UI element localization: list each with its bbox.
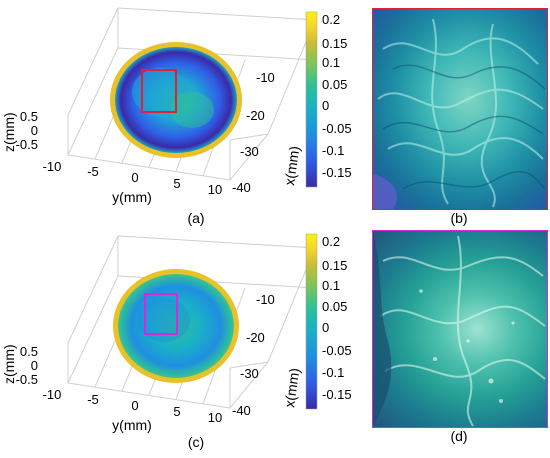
colorbar-c	[305, 233, 318, 410]
svg-text:0.1: 0.1	[322, 278, 340, 293]
svg-text:0.2: 0.2	[322, 12, 340, 27]
svg-text:-40: -40	[232, 403, 251, 418]
svg-text:0.15: 0.15	[322, 258, 347, 273]
svg-text:0: 0	[31, 123, 38, 138]
svg-text:-10: -10	[256, 70, 275, 85]
y-ticks-c: -10 -5 0 5 10	[43, 387, 223, 425]
svg-text:-0.5: -0.5	[16, 372, 38, 387]
z-axis-label-c: z(mm)	[1, 344, 17, 384]
svg-text:-10: -10	[43, 159, 62, 174]
svg-text:-0.1: -0.1	[322, 143, 344, 158]
svg-text:-0.15: -0.15	[322, 165, 352, 180]
svg-text:-0.05: -0.05	[322, 343, 352, 358]
svg-text:10: 10	[208, 410, 222, 425]
svg-text:0: 0	[131, 398, 138, 413]
svg-text:5: 5	[173, 404, 180, 419]
surface-plot-a: 0.5 0 -0.5 z(mm) -10 -5 0 5 10 y(mm) -10…	[1, 7, 352, 205]
svg-text:-30: -30	[240, 366, 259, 381]
highlight-box-c	[144, 293, 178, 335]
svg-text:5: 5	[173, 176, 180, 191]
svg-text:0.5: 0.5	[20, 344, 38, 359]
z-ticks-c: 0.5 0 -0.5	[16, 344, 38, 387]
svg-text:0.05: 0.05	[322, 299, 347, 314]
surface-plot-c: 0.5 0 -0.5 z(mm) -10 -5 0 5 10 y(mm) -10…	[1, 233, 352, 433]
caption-d: (d)	[450, 428, 468, 444]
caption-b: (b)	[450, 210, 468, 226]
y-ticks-a: -10 -5 0 5 10	[43, 159, 223, 197]
highlight-box-a	[141, 69, 177, 113]
svg-text:10: 10	[208, 182, 222, 197]
svg-text:0: 0	[31, 358, 38, 373]
svg-text:-20: -20	[246, 330, 265, 345]
caption-c: (c)	[187, 434, 205, 450]
zoom-texture-b	[373, 18, 546, 209]
svg-text:-10: -10	[43, 387, 62, 402]
zoom-view-d	[372, 230, 548, 428]
z-ticks-a: 0.5 0 -0.5	[16, 109, 38, 152]
x-axis-label-c: x(mm)	[281, 367, 302, 408]
svg-text:-5: -5	[87, 392, 99, 407]
svg-text:-0.5: -0.5	[16, 137, 38, 152]
x-ticks-c: -10 -20 -30 -40	[232, 292, 275, 418]
svg-text:0.5: 0.5	[20, 109, 38, 124]
svg-text:-0.15: -0.15	[322, 387, 352, 402]
svg-text:0.2: 0.2	[322, 234, 340, 249]
colorbar-a	[305, 11, 318, 188]
zoom-texture-d	[373, 231, 546, 427]
z-axis-label-a: z(mm)	[1, 112, 17, 152]
svg-text:0: 0	[322, 98, 329, 113]
x-ticks-a: -10 -20 -30 -40	[232, 70, 275, 195]
svg-text:0.1: 0.1	[322, 55, 340, 70]
colorbar-ticks-a: 0.2 0.15 0.1 0.05 0 -0.05 -0.1 -0.15	[322, 12, 352, 180]
svg-text:0: 0	[322, 320, 329, 335]
caption-a: (a)	[187, 210, 205, 226]
y-axis-label-a: y(mm)	[112, 189, 152, 205]
svg-text:-40: -40	[232, 180, 251, 195]
svg-text:-20: -20	[246, 108, 265, 123]
svg-text:-0.05: -0.05	[322, 121, 352, 136]
zoom-view-b	[372, 8, 548, 210]
colorbar-ticks-c: 0.2 0.15 0.1 0.05 0 -0.05 -0.1 -0.15	[322, 234, 352, 402]
svg-text:-10: -10	[256, 292, 275, 307]
svg-text:0.05: 0.05	[322, 77, 347, 92]
svg-text:-30: -30	[240, 144, 259, 159]
svg-text:0: 0	[131, 170, 138, 185]
svg-text:0.15: 0.15	[322, 36, 347, 51]
x-axis-label-a: x(mm)	[281, 145, 302, 186]
y-axis-label-c: y(mm)	[112, 417, 152, 433]
svg-text:-0.1: -0.1	[322, 365, 344, 380]
svg-text:-5: -5	[87, 164, 99, 179]
